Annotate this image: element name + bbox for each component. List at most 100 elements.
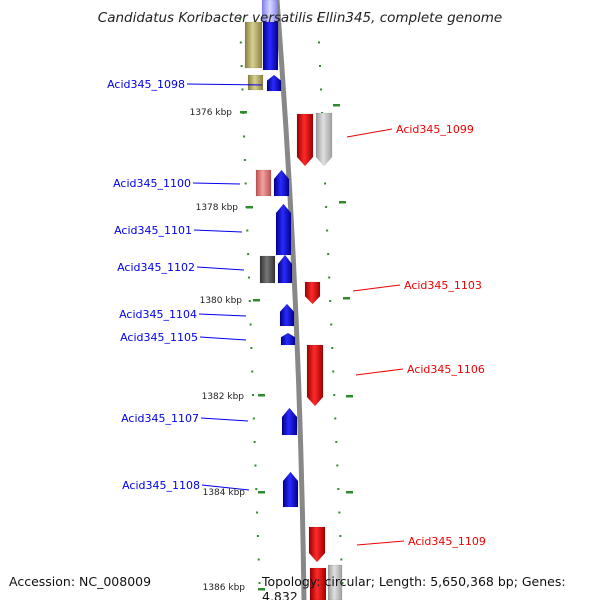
scale-tick [331, 347, 334, 349]
gene-feature-acid345-1108 [282, 471, 299, 508]
scale-tick [328, 276, 331, 279]
scale-label: 1386 kbp [203, 583, 246, 593]
major-tick [258, 491, 265, 494]
scale-tick [248, 300, 251, 302]
cds-forward-feature [261, 0, 279, 23]
leader-line-acid345-1109 [356, 540, 405, 546]
gene-label-acid345-1103[interactable]: Acid345_1103 [404, 279, 482, 292]
scale-tick [329, 300, 332, 302]
major-tick [333, 104, 340, 107]
major-tick [343, 297, 350, 300]
scale-tick [327, 253, 330, 255]
scale-tick [319, 65, 322, 67]
leader-line-acid345-1104 [198, 313, 247, 317]
gene-feature-acid345-1103 [304, 281, 321, 305]
leader-line-acid345-1102 [196, 266, 245, 271]
scale-tick [320, 88, 323, 91]
scale-tick [335, 441, 338, 443]
scale-tick [252, 394, 255, 396]
scale-tick [325, 206, 328, 208]
leader-line-acid345-1108 [201, 484, 250, 491]
homolog-feature [247, 74, 264, 91]
gene-feature-acid345-1101 [275, 203, 292, 256]
scale-tick [339, 535, 342, 537]
major-tick [246, 206, 253, 209]
gene-label-acid345-1106[interactable]: Acid345_1106 [407, 363, 485, 376]
gene-label-acid345-1104[interactable]: Acid345_1104 [119, 308, 197, 321]
scale-tick [333, 394, 336, 396]
major-tick [253, 299, 260, 302]
scale-tick [247, 276, 250, 279]
cds-reverse-feature [309, 567, 327, 600]
scale-tick [318, 41, 321, 44]
scale-tick [336, 464, 339, 467]
gene-label-acid345-1101[interactable]: Acid345_1101 [114, 224, 192, 237]
homolog-feature [259, 255, 276, 284]
scale-tick [324, 182, 327, 185]
gene-label-acid345-1100[interactable]: Acid345_1100 [113, 177, 191, 190]
scale-tick [239, 41, 242, 44]
scale-labels: 1376 kbp 1378 kbp 1380 kbp 1382 kbp 1384 kbp… [190, 108, 246, 593]
map-title: Candidatus Koribacter versatilis Ellin34… [97, 10, 503, 26]
major-tick [258, 394, 265, 397]
scale-tick [341, 582, 344, 584]
scale-tick [334, 417, 337, 420]
accession-text: Accession: NC_008009 [9, 574, 152, 589]
leader-line-acid345-1101 [193, 229, 243, 233]
scale-tick [250, 347, 253, 349]
scale-tick [243, 159, 246, 161]
gene-label-acid345-1108[interactable]: Acid345_1108 [122, 479, 200, 492]
scale-tick [243, 135, 246, 138]
gene-label-acid345-1098[interactable]: Acid345_1098 [107, 78, 185, 91]
gene-feature-acid345-1099 [296, 113, 314, 167]
scale-label: 1378 kbp [196, 203, 239, 213]
major-tick [258, 588, 265, 591]
scale-label: 1376 kbp [190, 108, 233, 118]
scale-label: 1382 kbp [202, 392, 245, 402]
major-tick [346, 395, 353, 398]
scale-tick [317, 18, 319, 20]
scale-tick [332, 370, 335, 373]
scale-tick [252, 417, 255, 420]
homolog-feature [327, 564, 343, 600]
scale-tick [246, 229, 249, 232]
scale-tick [247, 253, 250, 255]
genome-backbone [274, 0, 307, 600]
scale-tick [340, 558, 343, 561]
gene-label-acid345-1109[interactable]: Acid345_1109 [408, 535, 486, 548]
gene-feature-acid345-1106 [306, 344, 324, 407]
gene-label-acid345-1107[interactable]: Acid345_1107 [121, 412, 199, 425]
scale-tick [249, 323, 252, 326]
gene-label-acid345-1102[interactable]: Acid345_1102 [117, 261, 195, 274]
gene-feature-acid345-1100 [273, 169, 290, 197]
gene-feature-acid345-1102 [277, 254, 293, 284]
gene-feature-acid345-1107 [281, 407, 298, 436]
gene-label-acid345-1099[interactable]: Acid345_1099 [396, 123, 474, 136]
gene-feature-acid345-1104 [279, 303, 295, 327]
scale-tick [258, 582, 261, 584]
scale-tick [255, 488, 258, 490]
major-tick [346, 491, 353, 494]
scale-label: 1380 kbp [200, 296, 243, 306]
scale-tick [326, 229, 329, 232]
scale-tick [240, 65, 243, 67]
gene-feature-acid345-1098 [266, 74, 282, 92]
scale-tick [239, 18, 241, 20]
gene-feature-acid345-1109 [308, 526, 326, 563]
scale-label: 1384 kbp [203, 488, 246, 498]
leader-line-acid345-1106 [355, 368, 404, 376]
leader-line-acid345-1099 [346, 128, 393, 138]
leader-line-acid345-1103 [352, 284, 401, 292]
leader-line-acid345-1107 [200, 417, 249, 422]
scale-tick [256, 511, 259, 514]
scale-tick [253, 441, 256, 443]
major-tick [339, 201, 346, 204]
scale-tick [241, 88, 244, 91]
homolog-feature [315, 112, 333, 167]
scale-tick [337, 488, 340, 490]
scale-tick [257, 558, 260, 561]
scale-tick [256, 535, 259, 537]
gene-label-acid345-1105[interactable]: Acid345_1105 [120, 331, 198, 344]
